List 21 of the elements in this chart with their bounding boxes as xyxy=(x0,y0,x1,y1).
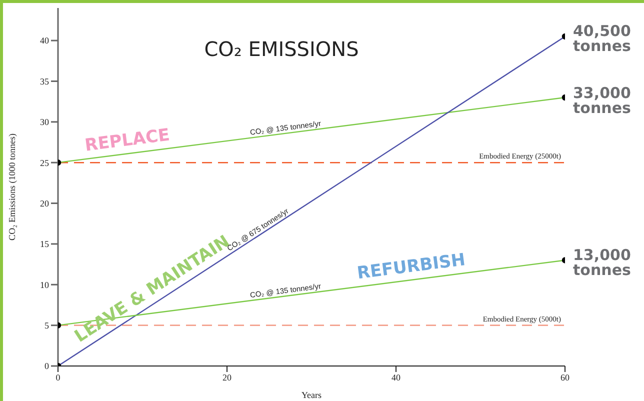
annotation: 40,500 tonnes xyxy=(573,22,632,56)
y-axis-title: CO₂ Emissions (1000 tonnes) xyxy=(7,134,18,240)
x-tick-label: 60 xyxy=(560,372,570,382)
y-tick-label: 0 xyxy=(44,361,50,372)
x-tick-label: 0 xyxy=(56,372,61,382)
annotation: 13,000 tonnes xyxy=(573,246,632,280)
text: REPLACE xyxy=(84,125,171,156)
text: CO₂ EMISSIONS xyxy=(204,37,359,61)
x-tick-label: 20 xyxy=(222,372,232,382)
y-tick-label: 40 xyxy=(40,36,50,46)
x-tick-label: 40 xyxy=(392,372,401,382)
y-tick-label: 10 xyxy=(40,280,50,290)
y-tick-label: 25 xyxy=(40,158,50,168)
y-tick-label: 20 xyxy=(40,198,50,208)
y-tick-label: 5 xyxy=(44,320,50,331)
annotation: 33,000 tonnes xyxy=(573,84,632,116)
y-tick-label: 35 xyxy=(40,76,50,86)
y-tick-label: 30 xyxy=(40,117,50,128)
x-axis-title: Years xyxy=(301,390,322,400)
text: REFURBISH xyxy=(356,250,467,284)
y-tick-label: 15 xyxy=(40,239,50,250)
